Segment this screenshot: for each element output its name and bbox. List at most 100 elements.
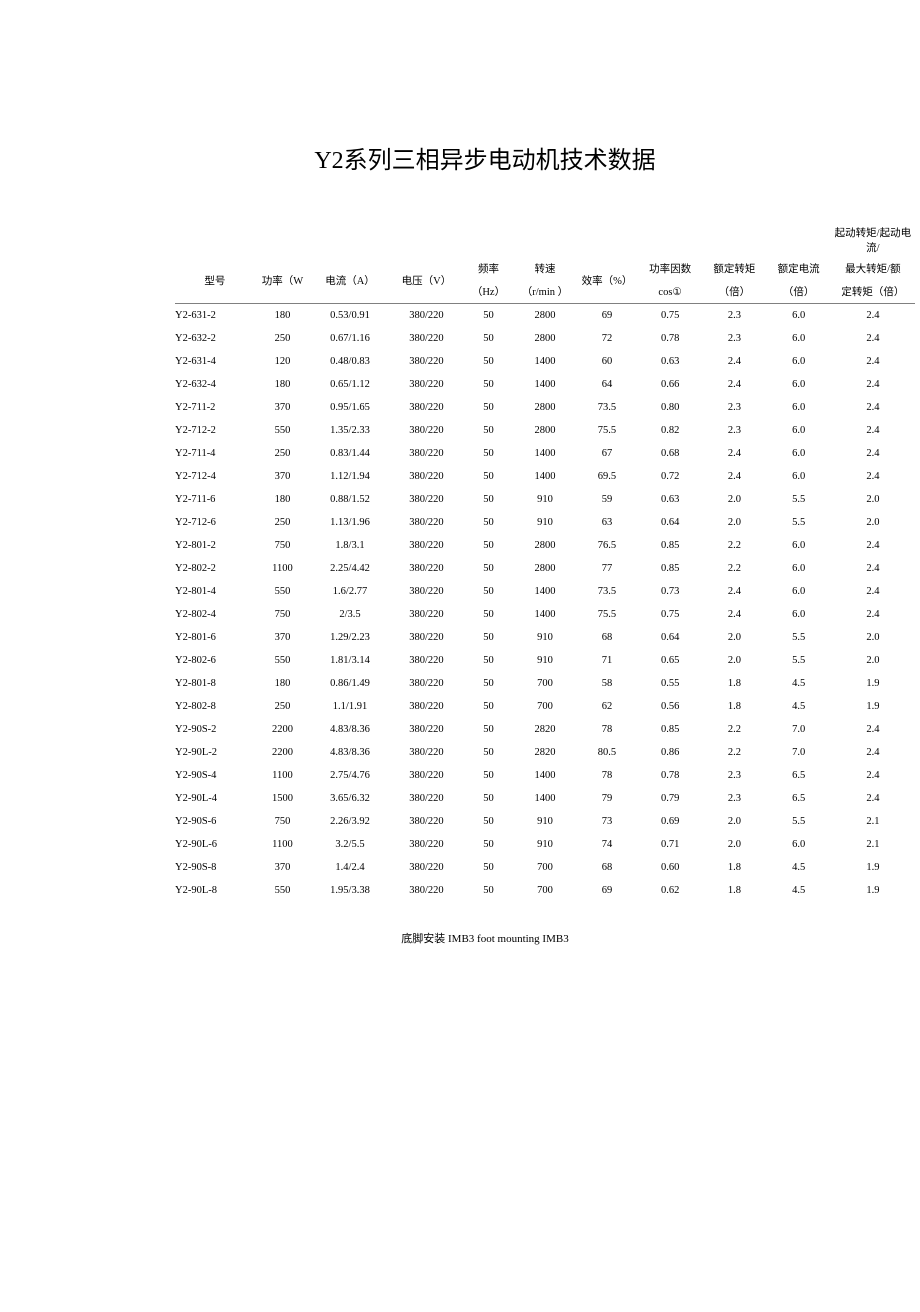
cell-speed: 1400 <box>514 465 576 488</box>
cell-power: 370 <box>255 626 310 649</box>
cell-freq: 50 <box>463 879 514 902</box>
cell-power: 550 <box>255 419 310 442</box>
cell-freq: 50 <box>463 488 514 511</box>
table-row: Y2-631-21800.53/0.91380/220502800690.752… <box>175 304 915 328</box>
cell-freq: 50 <box>463 557 514 580</box>
cell-pf: 0.75 <box>638 304 702 328</box>
cell-rc: 5.5 <box>767 810 831 833</box>
cell-rt: 2.3 <box>702 396 766 419</box>
cell-model: Y2-90S-4 <box>175 764 255 787</box>
cell-pf: 0.64 <box>638 626 702 649</box>
table-row: Y2-631-41200.48/0.83380/220501400600.632… <box>175 350 915 373</box>
cell-rt: 2.0 <box>702 511 766 534</box>
cell-speed: 700 <box>514 672 576 695</box>
table-row: Y2-712-43701.12/1.94380/22050140069.50.7… <box>175 465 915 488</box>
cell-model: Y2-90L-6 <box>175 833 255 856</box>
cell-last: 2.4 <box>831 396 915 419</box>
cell-freq: 50 <box>463 304 514 328</box>
cell-pf: 0.55 <box>638 672 702 695</box>
cell-current: 1.8/3.1 <box>310 534 390 557</box>
cell-model: Y2-712-6 <box>175 511 255 534</box>
footer-note: 底脚安装 IMB3 foot mounting IMB3 <box>0 930 920 946</box>
cell-current: 1.13/1.96 <box>310 511 390 534</box>
header-freq-top: 频率 <box>463 257 514 280</box>
cell-model: Y2-90L-2 <box>175 741 255 764</box>
cell-last: 2.4 <box>831 465 915 488</box>
table-row: Y2-90L-611003.2/5.5380/22050910740.712.0… <box>175 833 915 856</box>
cell-rc: 6.5 <box>767 764 831 787</box>
cell-power: 750 <box>255 810 310 833</box>
cell-power: 250 <box>255 327 310 350</box>
cell-voltage: 380/220 <box>390 810 463 833</box>
cell-rt: 2.3 <box>702 419 766 442</box>
cell-voltage: 380/220 <box>390 442 463 465</box>
cell-voltage: 380/220 <box>390 787 463 810</box>
header-voltage: 电压（V） <box>390 257 463 304</box>
cell-rt: 2.2 <box>702 534 766 557</box>
cell-power: 180 <box>255 672 310 695</box>
cell-power: 550 <box>255 580 310 603</box>
cell-freq: 50 <box>463 327 514 350</box>
cell-current: 1.81/3.14 <box>310 649 390 672</box>
cell-current: 1.6/2.77 <box>310 580 390 603</box>
cell-rc: 6.0 <box>767 580 831 603</box>
cell-current: 0.83/1.44 <box>310 442 390 465</box>
cell-power: 2200 <box>255 718 310 741</box>
cell-voltage: 380/220 <box>390 833 463 856</box>
cell-eff: 79 <box>576 787 638 810</box>
cell-last: 1.9 <box>831 856 915 879</box>
cell-eff: 71 <box>576 649 638 672</box>
header-speed-top: 转速 <box>514 257 576 280</box>
cell-voltage: 380/220 <box>390 603 463 626</box>
cell-last: 1.9 <box>831 695 915 718</box>
header-pf-top: 功率因数 <box>638 257 702 280</box>
cell-speed: 700 <box>514 879 576 902</box>
cell-model: Y2-711-6 <box>175 488 255 511</box>
cell-eff: 67 <box>576 442 638 465</box>
cell-eff: 63 <box>576 511 638 534</box>
cell-last: 2.4 <box>831 718 915 741</box>
cell-pf: 0.66 <box>638 373 702 396</box>
cell-eff: 78 <box>576 718 638 741</box>
cell-power: 370 <box>255 396 310 419</box>
cell-freq: 50 <box>463 856 514 879</box>
cell-pf: 0.86 <box>638 741 702 764</box>
cell-speed: 1400 <box>514 764 576 787</box>
cell-last: 2.4 <box>831 741 915 764</box>
cell-rt: 2.3 <box>702 304 766 328</box>
header-last-bottom: 定转矩（倍） <box>831 280 915 304</box>
cell-voltage: 380/220 <box>390 419 463 442</box>
cell-pf: 0.82 <box>638 419 702 442</box>
cell-voltage: 380/220 <box>390 649 463 672</box>
cell-model: Y2-632-4 <box>175 373 255 396</box>
table-row: Y2-802-82501.1/1.91380/22050700620.561.8… <box>175 695 915 718</box>
cell-model: Y2-90L-8 <box>175 879 255 902</box>
cell-speed: 2820 <box>514 718 576 741</box>
header-pf-bottom: cos① <box>638 280 702 304</box>
cell-eff: 73 <box>576 810 638 833</box>
cell-model: Y2-631-4 <box>175 350 255 373</box>
cell-power: 750 <box>255 603 310 626</box>
cell-voltage: 380/220 <box>390 741 463 764</box>
cell-voltage: 380/220 <box>390 557 463 580</box>
cell-eff: 62 <box>576 695 638 718</box>
cell-speed: 910 <box>514 810 576 833</box>
cell-eff: 73.5 <box>576 396 638 419</box>
cell-rt: 2.4 <box>702 350 766 373</box>
cell-speed: 700 <box>514 695 576 718</box>
cell-last: 2.4 <box>831 603 915 626</box>
cell-pf: 0.72 <box>638 465 702 488</box>
cell-rc: 4.5 <box>767 672 831 695</box>
cell-eff: 60 <box>576 350 638 373</box>
cell-last: 2.4 <box>831 419 915 442</box>
cell-last: 2.4 <box>831 327 915 350</box>
table-row: Y2-802-65501.81/3.14380/22050910710.652.… <box>175 649 915 672</box>
cell-voltage: 380/220 <box>390 350 463 373</box>
cell-rt: 1.8 <box>702 856 766 879</box>
cell-rt: 2.3 <box>702 787 766 810</box>
cell-speed: 1400 <box>514 787 576 810</box>
cell-power: 550 <box>255 649 310 672</box>
cell-rc: 4.5 <box>767 695 831 718</box>
cell-speed: 2800 <box>514 396 576 419</box>
cell-speed: 1400 <box>514 603 576 626</box>
